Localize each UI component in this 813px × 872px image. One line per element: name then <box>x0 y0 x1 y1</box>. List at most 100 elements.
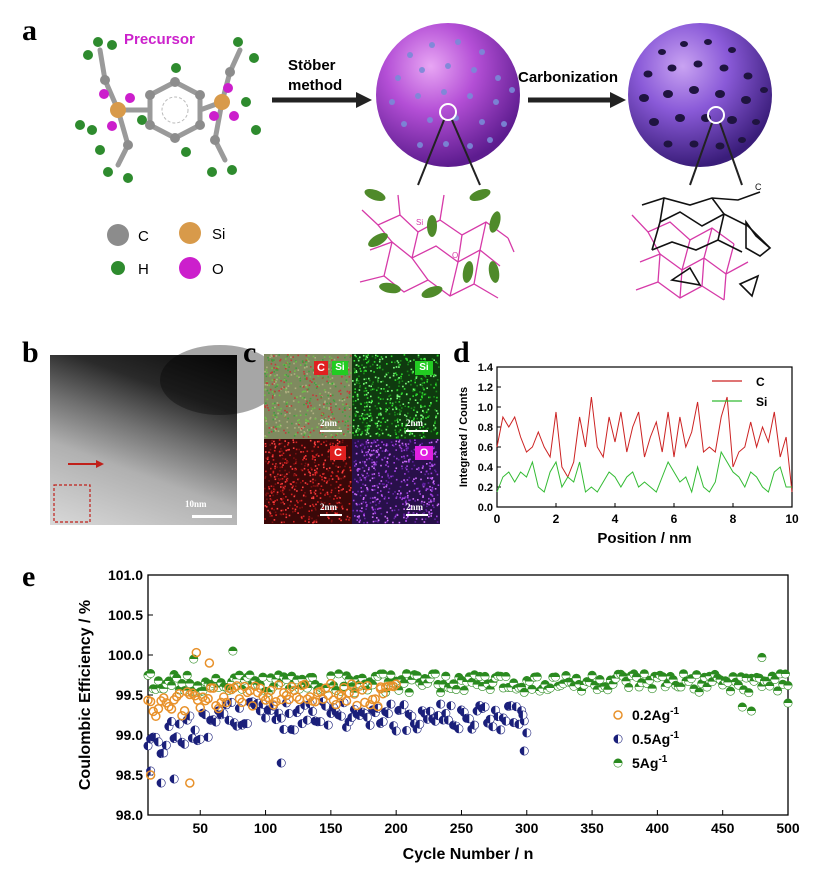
data-point <box>179 706 190 716</box>
legend-label: C <box>756 375 765 389</box>
data-point <box>595 675 605 684</box>
y-tick-label: 98.0 <box>116 807 143 823</box>
precursor-molecule <box>75 37 261 183</box>
data-point <box>279 724 289 734</box>
data-point <box>164 701 174 712</box>
data-point <box>383 709 393 719</box>
data-point <box>185 679 195 688</box>
data-point <box>480 702 490 712</box>
linescan-chart: 0 2 4 6 8 10 0.0 0.2 0.4 0.6 0.8 1.0 1.2 1.4 C Si Positi… <box>458 362 799 547</box>
data-point <box>177 710 187 721</box>
network-si-label: Si <box>416 218 423 227</box>
data-point <box>216 697 226 708</box>
data-point <box>174 719 184 729</box>
data-point <box>352 700 362 711</box>
data-point <box>391 726 401 736</box>
legend-si-label: Si <box>212 226 225 243</box>
data-point <box>308 707 318 716</box>
data-point <box>191 647 202 658</box>
data-point <box>430 669 440 679</box>
sphere-pores <box>639 39 768 150</box>
data-point <box>692 670 702 680</box>
data-point <box>375 682 386 692</box>
data-point <box>204 658 215 668</box>
data-point <box>441 709 451 718</box>
panel-label-d: d <box>453 336 470 369</box>
y-tick-label: 98.5 <box>116 767 143 783</box>
scale-label: 2nm <box>406 502 424 512</box>
data-point <box>402 726 412 735</box>
silica-sphere <box>376 23 520 167</box>
data-point <box>519 687 529 697</box>
scale-bar-label: 10nm <box>185 499 207 509</box>
data-point <box>323 690 333 700</box>
data-point <box>360 697 370 708</box>
data-point <box>676 682 686 692</box>
data-point <box>334 669 344 679</box>
data-point <box>213 703 224 714</box>
data-point <box>532 672 542 682</box>
stober-label-2: method <box>288 77 342 94</box>
y-tick-label: 0.4 <box>478 462 494 474</box>
data-point <box>362 681 373 691</box>
x-axis-label: Position / nm <box>597 530 691 547</box>
data-point <box>171 691 182 702</box>
data-point <box>780 669 790 679</box>
data-point <box>746 706 756 716</box>
data-point <box>436 699 446 709</box>
badge-c: C <box>314 361 328 375</box>
data-point <box>166 704 177 714</box>
data-point <box>284 709 294 718</box>
scale-label: 2nm <box>320 502 338 512</box>
y-tick-label: 99.0 <box>116 727 143 743</box>
x-tick-label: 450 <box>711 820 735 836</box>
scale-bar <box>192 515 232 518</box>
data-point <box>331 699 341 710</box>
data-point <box>441 671 451 681</box>
network-o-label: O <box>452 251 458 260</box>
carbonization-label: Carbonization <box>518 69 618 86</box>
legend-h-atom <box>111 261 125 275</box>
data-point <box>349 689 360 699</box>
y-axis-label: Coulombic Efficiency / % <box>77 600 94 790</box>
sphere-dots <box>389 39 515 149</box>
data-point <box>425 706 435 716</box>
data-point <box>773 686 783 696</box>
data-point <box>545 683 555 693</box>
x-tick-label: 4 <box>612 512 619 526</box>
data-point <box>302 715 312 725</box>
data-point <box>386 670 396 680</box>
data-point <box>221 697 232 708</box>
data-point <box>234 670 244 680</box>
x-tick-label: 350 <box>580 820 604 836</box>
data-point <box>339 682 349 693</box>
mapping-region-box <box>53 484 91 523</box>
data-point <box>266 685 276 696</box>
x-tick-label: 150 <box>319 820 343 836</box>
data-point <box>172 732 182 742</box>
y-tick-label: 0.8 <box>478 422 493 434</box>
silica-network <box>359 188 515 299</box>
x-axis-label: Cycle Number / n <box>403 846 534 863</box>
data-point <box>315 717 325 727</box>
data-point <box>271 696 281 707</box>
panel-label-c: c <box>243 336 257 369</box>
data-point <box>501 672 511 681</box>
legend-label: Si <box>756 395 767 409</box>
data-point <box>161 740 171 750</box>
data-point <box>180 739 190 749</box>
data-point <box>613 710 623 720</box>
x-tick-label: 2 <box>553 512 560 526</box>
data-point <box>388 681 399 692</box>
data-point <box>326 678 336 689</box>
eds-mapping-grid: C Si Si C O 2nm 2nm 2nm 2nm <box>264 354 440 524</box>
data-point <box>201 710 210 720</box>
data-point <box>744 688 754 698</box>
x-tick-label: 8 <box>730 512 737 526</box>
data-point <box>336 711 346 721</box>
data-point <box>522 728 532 738</box>
data-point <box>190 725 200 735</box>
data-point <box>737 702 747 712</box>
data-point <box>613 734 623 744</box>
data-point <box>587 670 597 680</box>
